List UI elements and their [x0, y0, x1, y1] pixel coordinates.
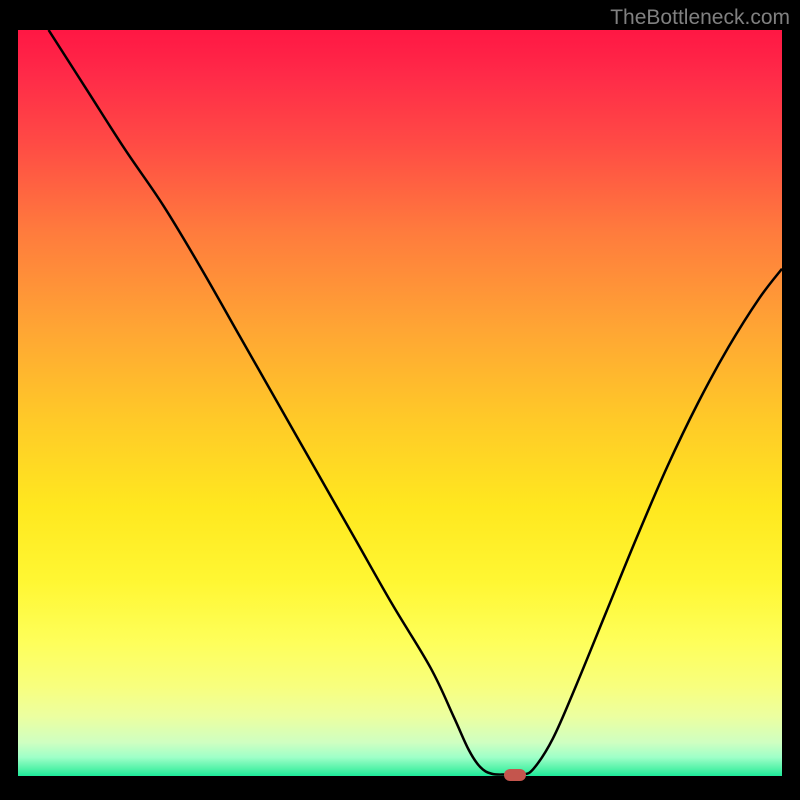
- chart-background: [18, 30, 782, 776]
- watermark-text: TheBottleneck.com: [610, 6, 790, 30]
- chart-svg: [18, 30, 782, 776]
- minimum-marker: [504, 769, 526, 781]
- bottleneck-chart: [18, 30, 782, 776]
